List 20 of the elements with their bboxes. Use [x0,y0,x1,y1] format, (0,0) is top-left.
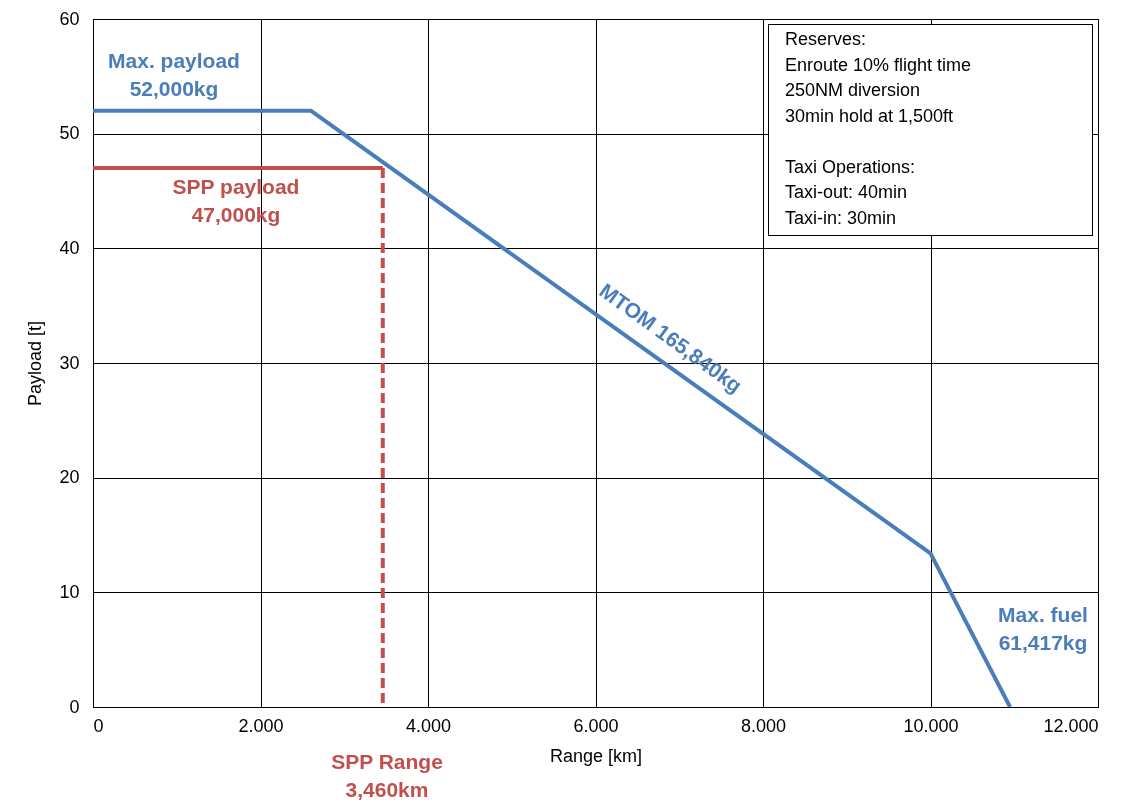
annotation: Max. payload 52,000kg [108,49,240,100]
y-tick-label: 40 [59,237,80,258]
y-tick-label: 10 [59,581,80,602]
x-tick-label: 0 [93,715,104,736]
x-tick-label: 10.000 [903,715,959,736]
y-tick-label: 60 [59,8,80,29]
annotation: Max. fuel 61,417kg [998,603,1088,654]
x-tick-label: 4.000 [405,715,452,736]
x-tick-label: 2.000 [238,715,284,736]
text: SPP Range 3,460km [331,750,443,801]
y-tick-label: 30 [59,352,80,373]
y-tick-label: 20 [59,467,80,488]
y-tick-label: 50 [59,123,80,144]
y-axis-title: Payload [t] [25,320,46,407]
x-axis-title: Range [km] [549,745,643,766]
y-tick-label: 0 [69,696,80,717]
text-box: Reserves: Enroute 10% flight time 250NM diversion 30min hold at 1,500ft Taxi Operations: Taxi-out: 40min Taxi-in: 30min [768,24,1093,236]
x-tick-label: 12.000 [1043,715,1099,736]
x-tick-label: 8.000 [740,715,787,736]
x-tick-label: 6.000 [573,715,619,736]
